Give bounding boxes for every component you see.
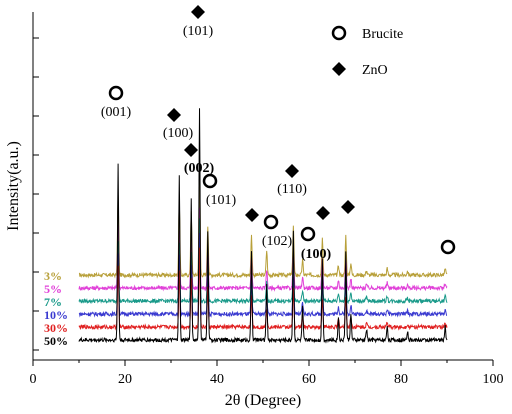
brucite-marker-4 (202, 173, 218, 189)
series-label-7pct: 7% (44, 295, 62, 309)
peak-label-2: (101) (183, 24, 214, 39)
peak-label-0: (001) (101, 105, 132, 120)
y-axis-title: Intensity(a.u.) (5, 141, 22, 231)
x-tick-label-1: 20 (118, 372, 132, 387)
brucite-marker-11 (440, 239, 456, 255)
x-tick-label-2: 40 (210, 372, 224, 387)
trace-10pct (78, 233, 448, 318)
series-label-50pct: 50% (44, 334, 68, 348)
peak-label-4: (101) (206, 193, 237, 208)
peak-label-3: (002) (184, 161, 215, 176)
zno-marker-6 (285, 164, 299, 178)
series-label-3pct: 3% (44, 269, 62, 283)
legend-zno-marker (332, 62, 346, 76)
axes-group (32, 12, 493, 361)
x-tick-label-4: 80 (394, 372, 408, 387)
peak-label-5: (102) (262, 234, 293, 249)
peak-annotations: (001) (100) (101) (002) (101) (102) (110) (100) (101, 5, 456, 262)
legend-brucite-label: Brucite (362, 27, 403, 42)
trace-30pct (78, 247, 448, 331)
x-tick-label-3: 60 (302, 372, 316, 387)
peak-label-7: (100) (301, 247, 332, 262)
zno-marker-9 (316, 206, 330, 220)
series-label-10pct: 10% (44, 308, 68, 322)
zno-marker-10 (341, 200, 355, 214)
brucite-marker-0 (108, 85, 124, 101)
legend: Brucite ZnO (331, 25, 403, 78)
legend-zno-label: ZnO (362, 63, 388, 78)
traces-group (78, 108, 448, 344)
series-label-5pct: 5% (44, 282, 62, 296)
trace-7pct (78, 218, 448, 305)
trace-5pct (78, 207, 448, 292)
peak-label-1: (100) (163, 126, 194, 141)
zno-marker-8 (245, 208, 259, 222)
x-ticks: 0 20 40 60 80 100 (30, 360, 504, 387)
trace-50pct (78, 108, 448, 344)
brucite-marker-7 (300, 226, 316, 242)
series-label-30pct: 30% (44, 321, 68, 335)
x-tick-label-5: 100 (483, 372, 504, 387)
zno-marker-3 (184, 143, 198, 157)
y-ticks (33, 37, 39, 351)
peak-label-6: (110) (277, 182, 307, 197)
brucite-marker-5 (263, 214, 279, 230)
zno-marker-2 (191, 5, 205, 19)
x-axis-title: 2θ (Degree) (225, 392, 302, 409)
trace-3pct (78, 169, 448, 279)
zno-marker-1 (167, 108, 181, 122)
legend-brucite-marker (331, 25, 347, 41)
x-tick-label-0: 0 (30, 372, 37, 387)
series-labels: 3%5%7%10%30%50% (44, 269, 68, 348)
